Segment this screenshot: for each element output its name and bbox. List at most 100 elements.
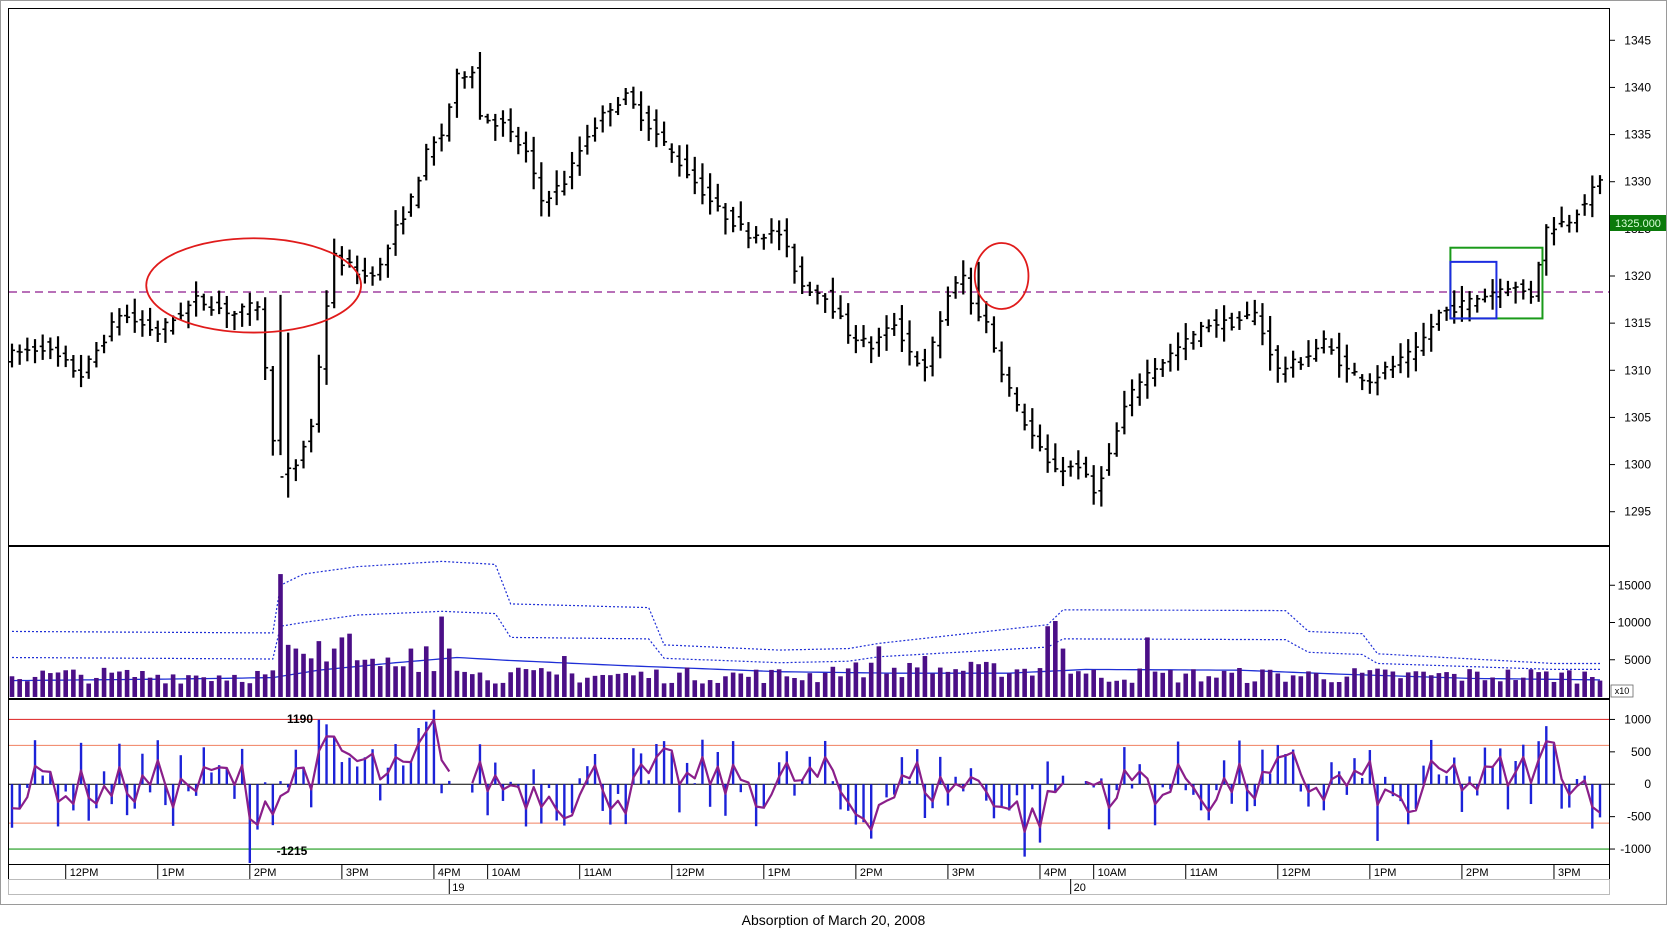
volume-lower-band	[11, 610, 1600, 670]
price-bar	[776, 220, 783, 251]
annotation-circle	[973, 242, 1030, 310]
price-bar	[1581, 194, 1588, 216]
volume-bar	[477, 672, 483, 697]
volume-bar	[631, 675, 636, 697]
price-bar	[1397, 343, 1404, 374]
volume-bar	[124, 669, 130, 697]
price-bar	[691, 156, 698, 195]
volume-bar	[1244, 682, 1250, 697]
price-bar	[1274, 345, 1281, 383]
price-bar	[1550, 217, 1557, 246]
volume-bar	[1106, 681, 1112, 697]
volume-bar	[546, 671, 552, 697]
price-bar	[1036, 424, 1043, 452]
volume-bar	[377, 666, 383, 697]
volume-bar	[1329, 682, 1334, 697]
price-bar	[1083, 456, 1090, 478]
price-bar	[177, 302, 184, 321]
price-bar	[415, 176, 422, 209]
price-bar	[546, 190, 553, 217]
time-axis-label: 2PM	[860, 867, 883, 879]
price-bar	[829, 277, 836, 319]
volume-bar	[1474, 671, 1480, 697]
volume-bar	[1459, 680, 1465, 697]
price-bar	[1213, 309, 1220, 338]
volume-bar	[117, 671, 122, 697]
volume-bar	[1436, 673, 1442, 697]
price-bar	[300, 440, 307, 469]
volume-axis: 5000 10000 15000	[1609, 578, 1651, 667]
volume-bar	[539, 668, 544, 697]
price-bar	[400, 206, 407, 235]
volume-bar	[822, 672, 828, 697]
price-bar	[684, 144, 691, 179]
volume-bar	[1068, 673, 1073, 697]
volume-bar	[32, 676, 38, 697]
price-bar	[745, 222, 752, 249]
price-bar	[1351, 362, 1358, 376]
price-bar	[1374, 365, 1381, 396]
volume-bar	[738, 673, 744, 697]
volume-bar	[1006, 673, 1012, 697]
price-bar	[70, 355, 77, 378]
volume-bar	[723, 676, 728, 697]
price-bar	[1259, 303, 1266, 346]
volume-bars	[9, 574, 1603, 697]
price-bar	[875, 327, 882, 357]
volume-bar	[700, 683, 705, 697]
price-bar	[799, 256, 806, 295]
volume-bar	[1214, 677, 1219, 697]
price-bar	[898, 305, 905, 352]
volume-bar	[577, 682, 582, 697]
volume-bar	[1037, 668, 1043, 697]
delta-panel: -1000 -500 0 500 1000 1190 -1215	[8, 699, 1651, 865]
price-bar	[837, 295, 844, 320]
price-bar	[906, 320, 913, 366]
delta-axis-label: 0	[1644, 777, 1651, 791]
price-bar	[1075, 450, 1082, 480]
volume-bar	[1030, 675, 1035, 697]
volume-bar	[1336, 682, 1342, 697]
price-panel-border	[8, 8, 1610, 546]
volume-bar	[500, 682, 506, 697]
delta-bars	[10, 709, 1602, 863]
price-bar	[377, 257, 384, 281]
price-bar	[1336, 332, 1343, 378]
delta-line-path	[11, 718, 1601, 833]
volume-bar	[278, 574, 283, 697]
volume-bar	[9, 676, 15, 697]
price-panel: 1295130013051310131513201325133013351340…	[8, 8, 1666, 546]
volume-bar	[899, 677, 905, 697]
price-bar	[269, 366, 276, 456]
volume-bar	[1536, 672, 1541, 697]
price-bar	[47, 337, 54, 360]
delta-axis-label: -1000	[1620, 842, 1651, 856]
price-bar	[730, 206, 737, 233]
price-bar	[1497, 278, 1504, 308]
volume-bar	[285, 644, 291, 697]
price-bar	[1228, 312, 1235, 331]
price-bar	[553, 170, 560, 206]
volume-bar	[615, 673, 621, 697]
volume-bar	[692, 680, 698, 697]
volume-bar	[1168, 669, 1173, 697]
volume-bar	[1129, 682, 1135, 697]
price-bar	[952, 276, 959, 299]
price-bar	[1320, 330, 1327, 354]
volume-bar	[784, 676, 790, 697]
price-bar	[93, 342, 100, 368]
volume-bar	[1252, 681, 1258, 697]
volume-bar	[1382, 669, 1388, 697]
delta-smoothed-line	[11, 718, 1601, 833]
price-bar	[1244, 301, 1251, 320]
volume-bar	[730, 672, 736, 697]
price-bar	[1481, 288, 1488, 303]
volume-bar	[1191, 669, 1196, 697]
volume-bar	[1275, 673, 1281, 697]
volume-bar	[1229, 672, 1235, 697]
volume-bar	[1260, 669, 1265, 697]
volume-bar	[1206, 676, 1212, 697]
volume-bar	[1597, 680, 1603, 697]
volume-bar	[1237, 667, 1242, 697]
